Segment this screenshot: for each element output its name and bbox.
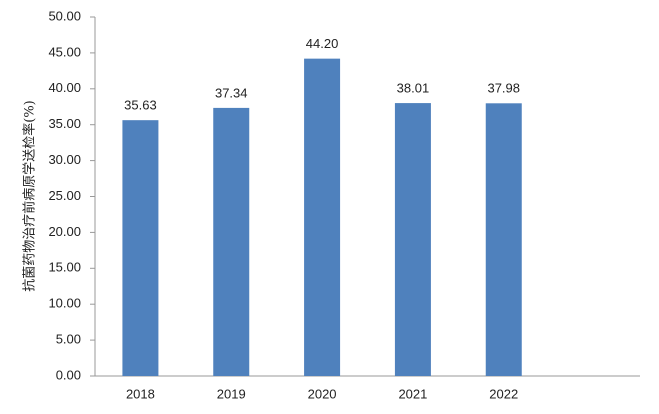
y-tick-label: 0.00 [56, 367, 81, 382]
y-tick-label: 30.00 [48, 152, 81, 167]
y-tick-label: 5.00 [56, 332, 81, 347]
y-tick-label: 10.00 [48, 296, 81, 311]
y-tick-label: 50.00 [48, 8, 81, 23]
y-tick-label: 35.00 [48, 116, 81, 131]
bar [394, 103, 431, 377]
x-tick-label: 2022 [489, 386, 518, 401]
bar [213, 107, 250, 376]
y-tick-label: 25.00 [48, 188, 81, 203]
data-label: 44.20 [306, 36, 339, 51]
data-label: 37.34 [215, 85, 248, 100]
data-label: 38.01 [397, 81, 430, 96]
data-label: 35.63 [124, 98, 157, 113]
x-tick-label: 2019 [217, 386, 246, 401]
x-tick-label: 2021 [398, 386, 427, 401]
bar [122, 120, 159, 376]
y-tick-label: 45.00 [48, 44, 81, 59]
bar [304, 58, 341, 376]
bar [485, 103, 522, 377]
y-axis-label: 抗菌药物治疗前病原学送检率(%) [22, 100, 38, 292]
data-label: 37.98 [487, 81, 520, 96]
y-tick-label: 20.00 [48, 224, 81, 239]
y-tick-label: 40.00 [48, 80, 81, 95]
y-tick-label: 15.00 [48, 260, 81, 275]
x-tick-label: 2020 [308, 386, 337, 401]
x-tick-label: 2018 [126, 386, 155, 401]
